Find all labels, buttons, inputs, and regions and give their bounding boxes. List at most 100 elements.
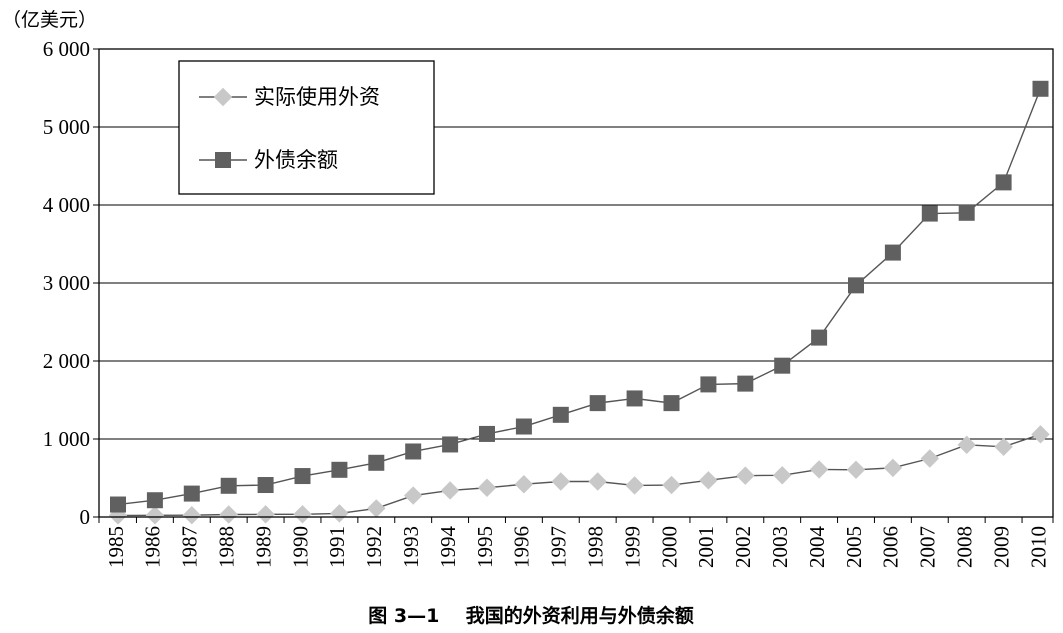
x-tick-label: 2002 bbox=[731, 526, 755, 568]
x-tick-label: 1998 bbox=[584, 526, 608, 568]
data-point bbox=[848, 277, 864, 294]
x-tick-label: 1990 bbox=[288, 526, 312, 568]
data-point bbox=[883, 458, 903, 478]
legend-label: 外债余额 bbox=[254, 148, 338, 172]
data-point bbox=[1032, 80, 1049, 97]
x-tick-label: 2009 bbox=[989, 526, 1013, 568]
data-point bbox=[477, 478, 497, 497]
y-tick-label: 1 000 bbox=[43, 427, 90, 451]
data-point bbox=[552, 406, 569, 423]
legend-marker bbox=[215, 152, 231, 168]
data-point bbox=[145, 506, 165, 525]
x-tick-label: 1991 bbox=[325, 526, 349, 568]
x-tick-label: 2001 bbox=[694, 526, 718, 568]
data-point bbox=[700, 376, 717, 393]
plot-frame bbox=[98, 48, 1054, 518]
x-tick-label: 2004 bbox=[805, 526, 829, 569]
data-point bbox=[257, 477, 274, 494]
data-point bbox=[330, 504, 349, 523]
data-point bbox=[625, 476, 644, 495]
x-tick-label: 1988 bbox=[215, 526, 239, 568]
data-point bbox=[367, 499, 386, 518]
data-point bbox=[440, 481, 460, 500]
x-tick-label: 1996 bbox=[510, 526, 534, 568]
data-point bbox=[405, 443, 422, 460]
y-tick-label: 0 bbox=[80, 505, 91, 529]
data-point bbox=[846, 460, 866, 480]
data-point bbox=[589, 395, 606, 412]
data-point bbox=[737, 375, 754, 392]
data-point bbox=[774, 357, 791, 374]
data-point bbox=[515, 418, 532, 435]
x-tick-label: 2003 bbox=[768, 526, 792, 568]
data-point bbox=[294, 468, 311, 485]
data-point bbox=[368, 454, 385, 471]
x-tick-label: 2000 bbox=[657, 526, 681, 568]
x-tick-label: 2007 bbox=[916, 526, 940, 568]
data-point bbox=[442, 436, 459, 453]
data-point bbox=[331, 461, 348, 478]
data-point bbox=[811, 329, 828, 346]
x-tick-label: 2008 bbox=[953, 526, 977, 568]
series-layer bbox=[108, 80, 1050, 525]
data-point bbox=[958, 204, 975, 221]
y-tick-label: 2 000 bbox=[43, 349, 90, 373]
x-tick-label: 1992 bbox=[362, 526, 386, 568]
legend-item: 实际使用外资 bbox=[199, 85, 380, 109]
x-axis-ticks: 1985 1986 1987 1988 1989 1990 1991 1992 1993 1994… bbox=[98, 517, 1054, 569]
data-point bbox=[699, 471, 718, 490]
data-point bbox=[146, 492, 163, 509]
data-point bbox=[663, 395, 680, 412]
legend-marker bbox=[213, 87, 233, 107]
y-tick-label: 5 000 bbox=[43, 115, 90, 139]
data-point bbox=[479, 425, 495, 442]
x-tick-label: 1986 bbox=[141, 526, 165, 568]
data-point bbox=[662, 475, 681, 495]
data-point bbox=[588, 472, 607, 491]
x-tick-label: 2005 bbox=[842, 526, 866, 568]
x-tick-label: 1985 bbox=[104, 526, 128, 568]
data-point bbox=[219, 505, 238, 524]
x-tick-label: 2010 bbox=[1026, 526, 1050, 568]
data-point bbox=[403, 486, 423, 505]
legend-box bbox=[178, 60, 435, 195]
y-tick-label: 4 000 bbox=[43, 193, 90, 217]
data-point bbox=[110, 496, 126, 513]
series-line bbox=[117, 433, 1041, 517]
x-tick-label: 1999 bbox=[620, 526, 644, 568]
data-point bbox=[920, 449, 940, 468]
y-tick-label: 6 000 bbox=[43, 37, 90, 61]
x-tick-label: 1987 bbox=[178, 526, 202, 568]
data-point bbox=[1031, 425, 1050, 444]
data-point bbox=[921, 205, 938, 222]
data-point bbox=[809, 460, 829, 479]
legend-item: 外债余额 bbox=[199, 148, 338, 172]
data-point bbox=[626, 390, 643, 407]
y-tick-label: 3 000 bbox=[43, 271, 90, 295]
data-point bbox=[736, 466, 755, 485]
data-point bbox=[772, 466, 792, 485]
data-point bbox=[220, 477, 237, 494]
x-tick-label: 1995 bbox=[473, 526, 497, 568]
data-point bbox=[182, 505, 202, 525]
data-point bbox=[183, 485, 200, 502]
x-tick-label: 1989 bbox=[251, 526, 275, 568]
x-tick-label: 1997 bbox=[547, 526, 571, 568]
data-point bbox=[293, 505, 312, 524]
y-axis-ticks: 0 1 000 2 000 3 000 4 000 5 000 6 000 bbox=[43, 37, 99, 529]
y-axis-unit-label: （亿美元） bbox=[2, 9, 97, 31]
x-tick-label: 2006 bbox=[879, 526, 903, 568]
data-point bbox=[256, 505, 275, 524]
data-point bbox=[514, 475, 534, 494]
data-point bbox=[957, 435, 976, 455]
series-2 bbox=[110, 80, 1049, 513]
x-tick-label: 1993 bbox=[399, 526, 423, 568]
data-point bbox=[884, 244, 901, 261]
series-1 bbox=[108, 425, 1050, 525]
chart-caption: 图 3—1 我国的外资利用与外债余额 bbox=[368, 604, 694, 627]
data-point bbox=[995, 174, 1012, 191]
data-point bbox=[551, 472, 571, 491]
legend-label: 实际使用外资 bbox=[254, 85, 380, 109]
